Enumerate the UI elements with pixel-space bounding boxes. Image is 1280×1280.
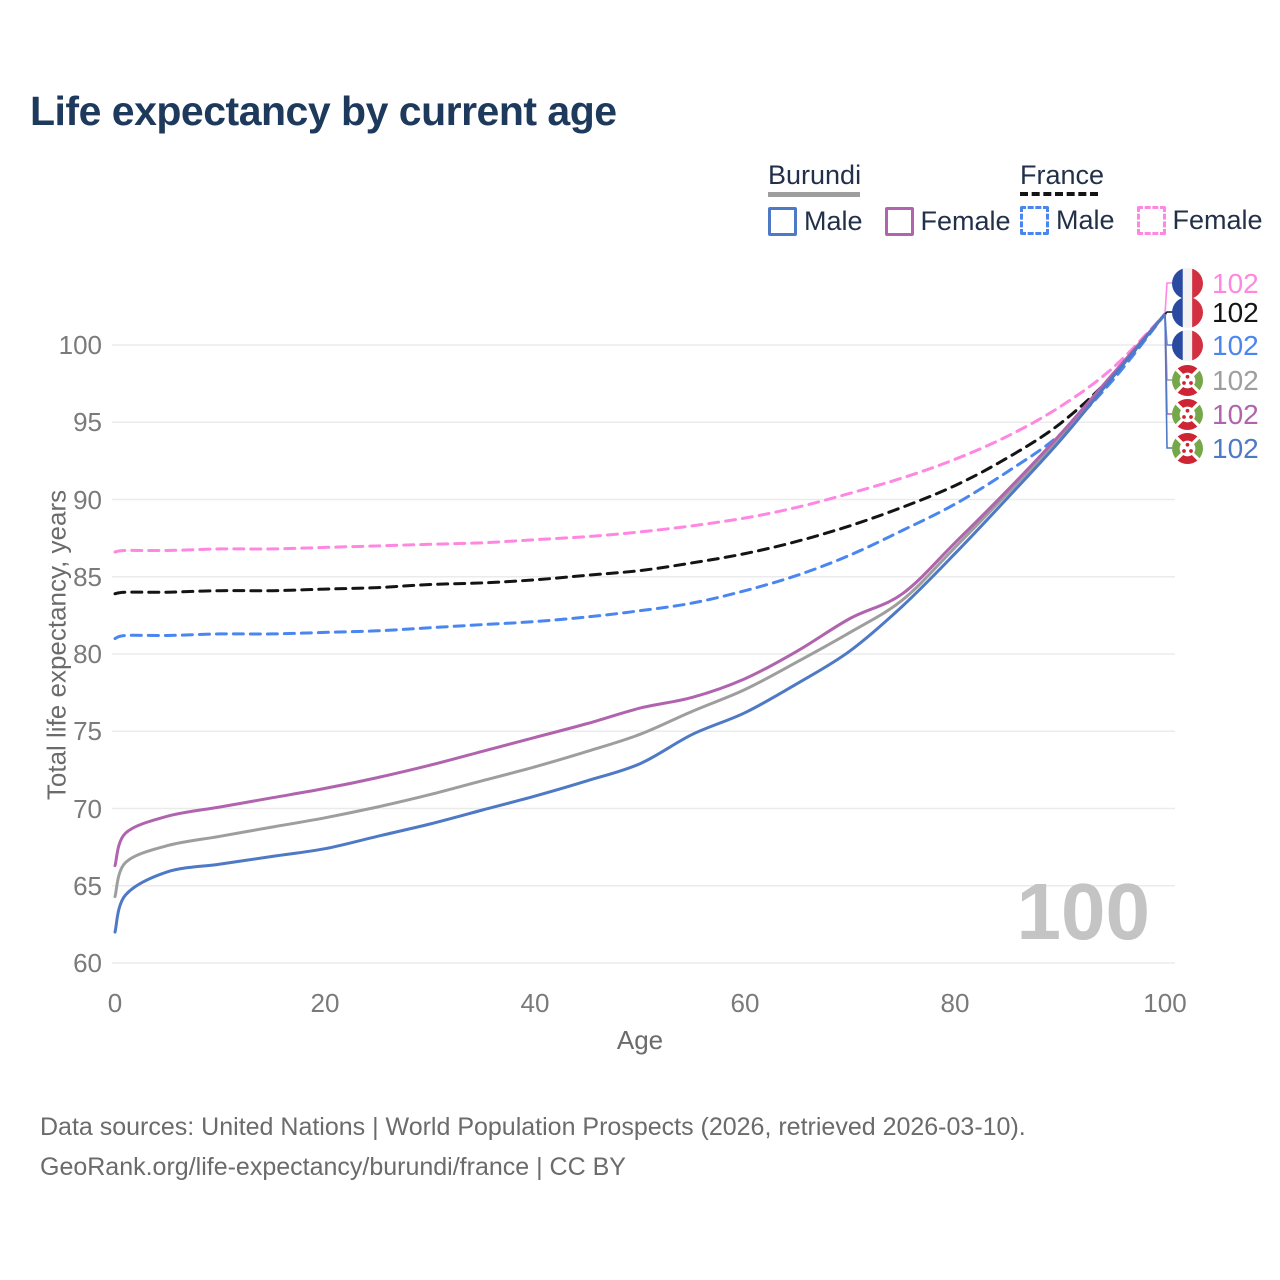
end-label-burundi-female: 102: [1172, 399, 1259, 430]
y-tick-label-80: 80: [73, 639, 102, 669]
y-tick-label-75: 75: [73, 716, 102, 747]
end-label-connector-france-female: [1164, 282, 1174, 315]
end-label-connector-burundi-male: [1164, 314, 1174, 449]
end-label-value: 102: [1212, 329, 1259, 361]
legend-item-label: Male: [804, 206, 863, 236]
series-line-burundi-both: [113, 312, 1167, 899]
y-tick-label-100: 100: [58, 330, 102, 360]
source-attribution: Data sources: United Nations | World Pop…: [40, 1107, 1026, 1187]
y-tick-label-95: 95: [73, 407, 102, 438]
legend-group-france: France Male Female: [1020, 160, 1263, 235]
series-line-france-male: [113, 312, 1167, 641]
x-tick-label-20: 20: [310, 988, 340, 1018]
x-tick-label-40: 40: [520, 988, 550, 1018]
y-tick-label-65: 65: [73, 870, 102, 901]
series-line-france-both: [113, 312, 1167, 596]
age-counter-watermark: 100: [1016, 867, 1150, 956]
legend-item-label: Male: [1056, 205, 1115, 235]
y-tick-label-90: 90: [73, 484, 102, 515]
x-axis-title: Age: [616, 1025, 664, 1055]
end-label-value: 102: [1212, 432, 1259, 464]
burundi-female-swatch-icon: [884, 207, 914, 236]
x-tick-label-100: 100: [1143, 988, 1187, 1018]
legend-item-label: Female: [920, 206, 1011, 236]
legend-item-france-male[interactable]: Male: [1020, 205, 1115, 236]
series-line-france-female: [113, 312, 1167, 554]
france-flag-icon: [1172, 297, 1203, 328]
x-tick-label-0: 0: [107, 988, 123, 1018]
end-label-france-male: 102: [1172, 330, 1259, 361]
legend-heading-france: France: [1020, 160, 1105, 190]
burundi-flag-icon: [1172, 433, 1203, 464]
line-chart-canvas: [112, 282, 1175, 964]
end-label-burundi-male: 102: [1172, 433, 1259, 464]
end-label-connector-france-both: [1164, 311, 1174, 315]
legend-heading-burundi: Burundi: [768, 160, 862, 190]
france-flag-icon: [1172, 330, 1203, 361]
burundi-male-swatch-icon: [768, 207, 797, 236]
source-line-2: GeoRank.org/life-expectancy/burundi/fran…: [40, 1153, 626, 1181]
end-label-france-female: 102: [1172, 268, 1259, 299]
x-tick-label-80: 80: [940, 988, 970, 1018]
y-tick-label-85: 85: [73, 561, 102, 592]
burundi-flag-icon: [1172, 365, 1203, 396]
legend-group-burundi: Burundi Male Female: [768, 160, 1011, 236]
burundi-flag-icon: [1172, 399, 1203, 430]
legend-item-france-female[interactable]: Female: [1136, 205, 1263, 236]
legend-underline-dashed: [1020, 192, 1098, 196]
legend-underline-solid: [768, 192, 860, 197]
end-label-france-both: 102: [1172, 297, 1259, 328]
y-tick-label-60: 60: [73, 948, 102, 978]
end-label-value: 102: [1212, 296, 1259, 328]
end-label-value: 102: [1212, 267, 1259, 299]
end-label-burundi-both: 102: [1172, 365, 1259, 396]
x-tick-label-60: 60: [730, 988, 760, 1018]
y-tick-label-70: 70: [73, 793, 102, 824]
source-line-1: Data sources: United Nations | World Pop…: [40, 1113, 1026, 1141]
series-line-burundi-female: [113, 312, 1167, 868]
end-label-value: 102: [1212, 398, 1259, 430]
chart-title: Life expectancy by current age: [30, 88, 617, 134]
end-label-value: 102: [1212, 364, 1259, 396]
series-line-burundi-male: [113, 312, 1167, 934]
france-female-swatch-icon: [1136, 206, 1166, 235]
legend-item-label: Female: [1172, 205, 1263, 235]
france-male-swatch-icon: [1020, 206, 1049, 235]
legend-item-burundi-male[interactable]: Male: [768, 206, 863, 237]
france-flag-icon: [1172, 268, 1203, 299]
legend-item-burundi-female[interactable]: Female: [884, 206, 1011, 237]
